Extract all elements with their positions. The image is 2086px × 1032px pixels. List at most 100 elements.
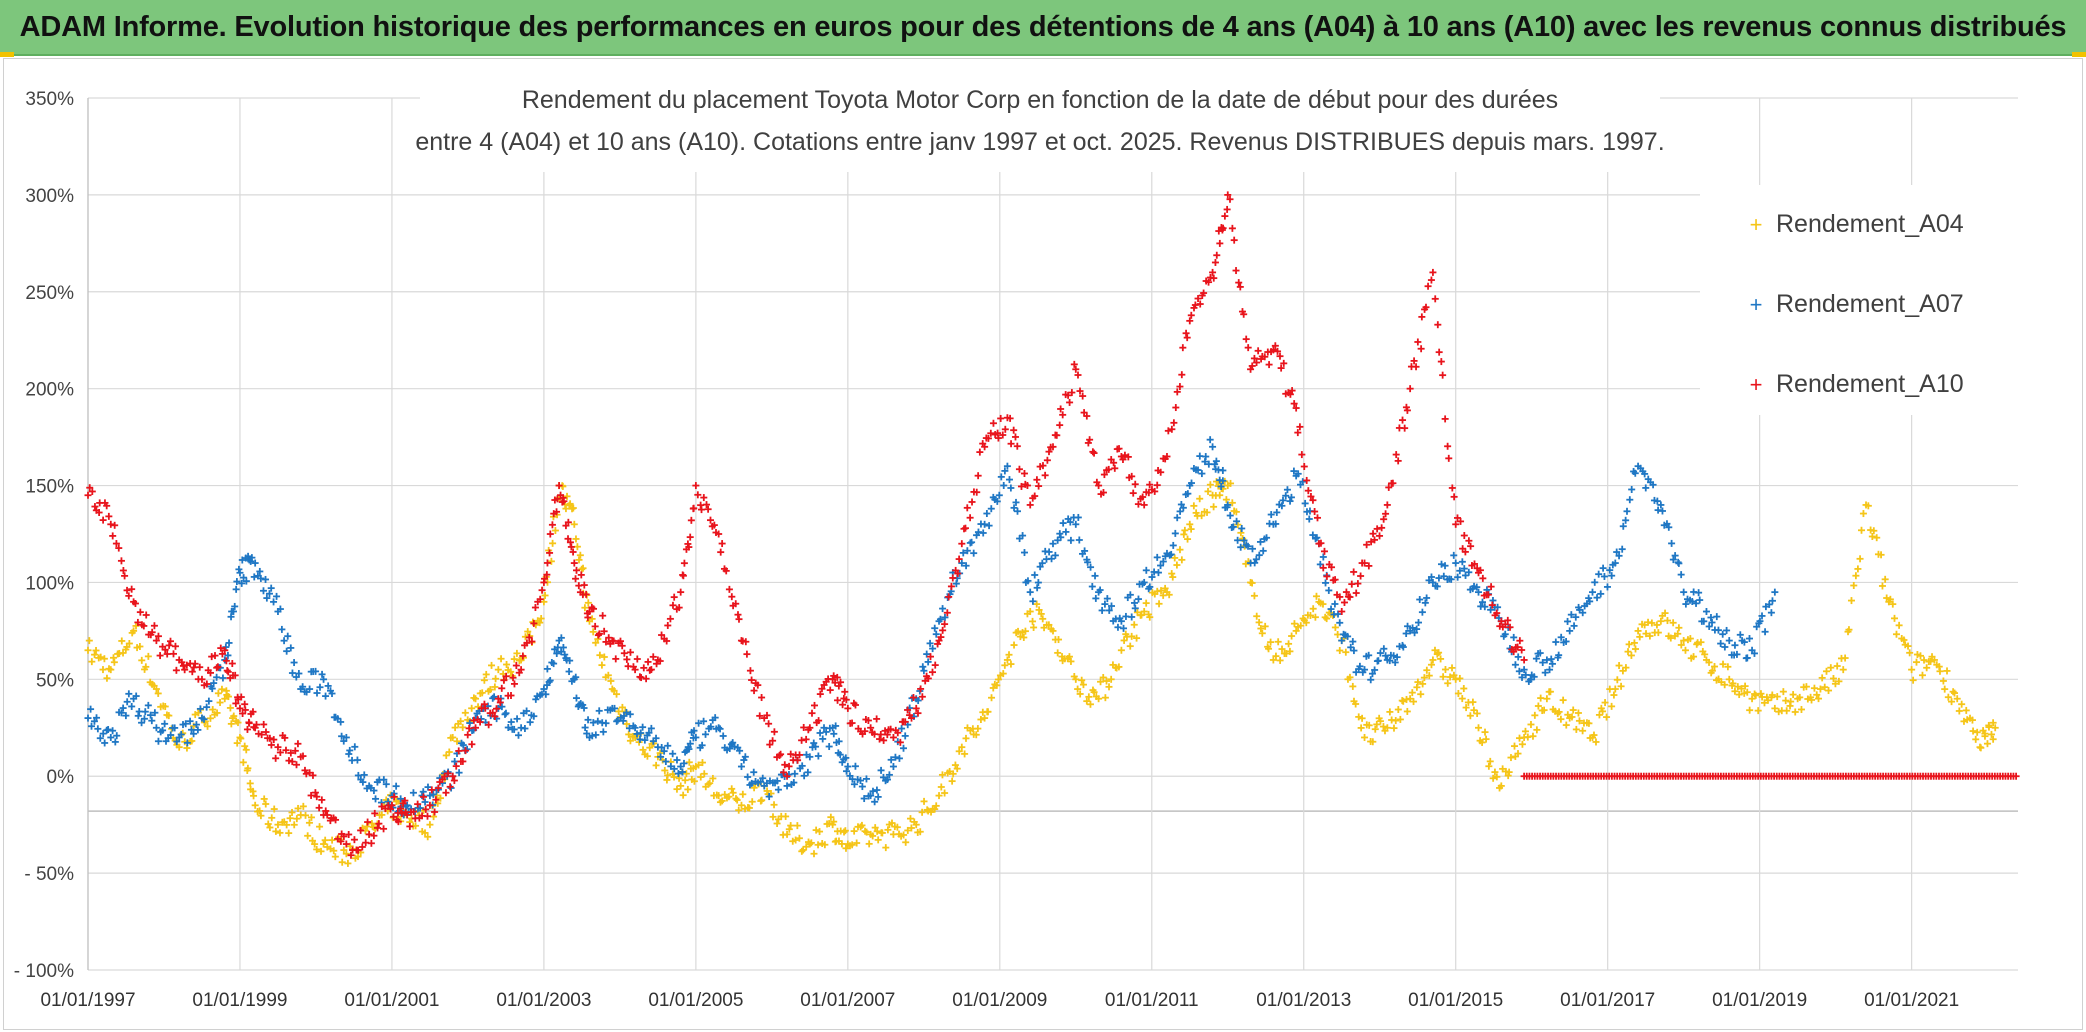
rendement-a07-point [1062, 528, 1070, 536]
rendement-a10-point [142, 611, 150, 619]
rendement-a04-point [1346, 673, 1354, 681]
rendement-a04-point [1142, 599, 1150, 607]
rendement-a04-point [1939, 677, 1947, 685]
rendement-a04-point [949, 770, 957, 778]
rendement-a04-point [1210, 503, 1218, 511]
rendement-a04-point [863, 828, 871, 836]
rendement-a07-point [979, 529, 987, 537]
rendement-a04-point [244, 764, 252, 772]
rendement-a07-point [1717, 640, 1725, 648]
rendement-a10-point [287, 749, 295, 757]
rendement-a07-point [1101, 600, 1109, 608]
rendement-a04-point [625, 730, 633, 738]
rendement-a10-point [939, 626, 947, 634]
rendement-a10-point [876, 735, 884, 743]
rendement-a04-point [643, 752, 651, 760]
rendement-a07-point [774, 786, 782, 794]
rendement-a04-point [237, 735, 245, 743]
rendement-a10-point [171, 642, 179, 650]
rendement-a04-point [1342, 648, 1350, 656]
rendement-a04-point [1613, 676, 1621, 684]
rendement-a04-point [1534, 702, 1542, 710]
rendement-a04-point [1021, 627, 1029, 635]
rendement-a10-point [276, 748, 284, 756]
rendement-a07-point [820, 724, 828, 732]
legend-label-a04: Rendement_A04 [1776, 210, 1964, 238]
rendement-a07-point [251, 559, 259, 567]
rendement-a04-point [1955, 707, 1963, 715]
rendement-a07-point [257, 574, 265, 582]
rendement-a04-point [1234, 521, 1242, 529]
rendement-a10-point [262, 728, 270, 736]
rendement-a10-point [1090, 449, 1098, 457]
rendement-a07-point [1012, 498, 1020, 506]
rendement-a04-point [1918, 671, 1926, 679]
rendement-a04-point [1331, 623, 1339, 631]
rendement-a04-point [268, 814, 276, 822]
y-tick-label: - 100% [14, 961, 74, 982]
rendement-a07-point [1595, 570, 1603, 578]
rendement-a07-point [370, 787, 378, 795]
rendement-a04-point [97, 653, 105, 661]
rendement-a07-point [262, 575, 270, 583]
rendement-a07-point [765, 793, 773, 801]
rendement-a07-point [447, 784, 455, 792]
rendement-a04-point [1973, 728, 1981, 736]
rendement-a07-point [1745, 635, 1753, 643]
rendement-a07-point [858, 783, 866, 791]
rendement-a04-point [999, 670, 1007, 678]
rendement-a10-point [112, 540, 120, 548]
rendement-a10-point [1434, 321, 1442, 329]
rendement-a04-point [1634, 627, 1642, 635]
rendement-a04-point [728, 785, 736, 793]
rendement-a04-point [1369, 738, 1377, 746]
rendement-a10-point [222, 657, 230, 665]
rendement-a07-point [144, 701, 152, 709]
rendement-a04-point [1323, 615, 1331, 623]
rendement-a04-point [1417, 690, 1425, 698]
rendement-a10-point [1414, 338, 1422, 346]
rendement-a07-point [1092, 594, 1100, 602]
rendement-a07-point [345, 750, 353, 758]
x-tick-label: 01/01/2021 [1864, 990, 1959, 1011]
rendement-a07-point [1649, 481, 1657, 489]
rendement-a04-point [1302, 619, 1310, 627]
rendement-a07-point [869, 787, 877, 795]
rendement-a04-point [816, 828, 824, 836]
rendement-a07-point [1628, 485, 1636, 493]
rendement-a04-point [436, 794, 444, 802]
rendement-a07-point [1088, 583, 1096, 591]
rendement-a04-point [1813, 691, 1821, 699]
rendement-a07-point [167, 731, 175, 739]
rendement-a04-point [1329, 611, 1337, 619]
rendement-a04-point [1161, 584, 1169, 592]
rendement-a04-point [1450, 671, 1458, 679]
rendement-a10-point [140, 622, 148, 630]
rendement-a10-point [1254, 347, 1262, 355]
rendement-a07-point [238, 579, 246, 587]
rendement-a04-point [1521, 727, 1529, 735]
rendement-a04-point [984, 708, 992, 716]
rendement-a04-point [317, 847, 325, 855]
rendement-a07-point [1003, 462, 1011, 470]
rendement-a07-point [1301, 499, 1309, 507]
rendement-a07-point [790, 779, 798, 787]
rendement-a04-point [810, 850, 818, 858]
rendement-a10-point [633, 655, 641, 663]
rendement-a07-point [117, 709, 125, 717]
rendement-a04-point [718, 797, 726, 805]
rendement-a04-point [581, 604, 589, 612]
rendement-a10-point [1213, 251, 1221, 259]
rendement-a10-point [1340, 598, 1348, 606]
rendement-a10-point [1170, 419, 1178, 427]
rendement-a04-point [1427, 661, 1435, 669]
rendement-a07-point [1411, 629, 1419, 637]
rendement-a07-point [1169, 541, 1177, 549]
rendement-a04-point [342, 850, 350, 858]
rendement-a04-point [600, 653, 608, 661]
rendement-a07-point [565, 668, 573, 676]
rendement-a07-point [1074, 513, 1082, 521]
rendement-a04-point [1029, 617, 1037, 625]
rendement-a07-point [104, 725, 112, 733]
rendement-a04-point [951, 761, 959, 769]
